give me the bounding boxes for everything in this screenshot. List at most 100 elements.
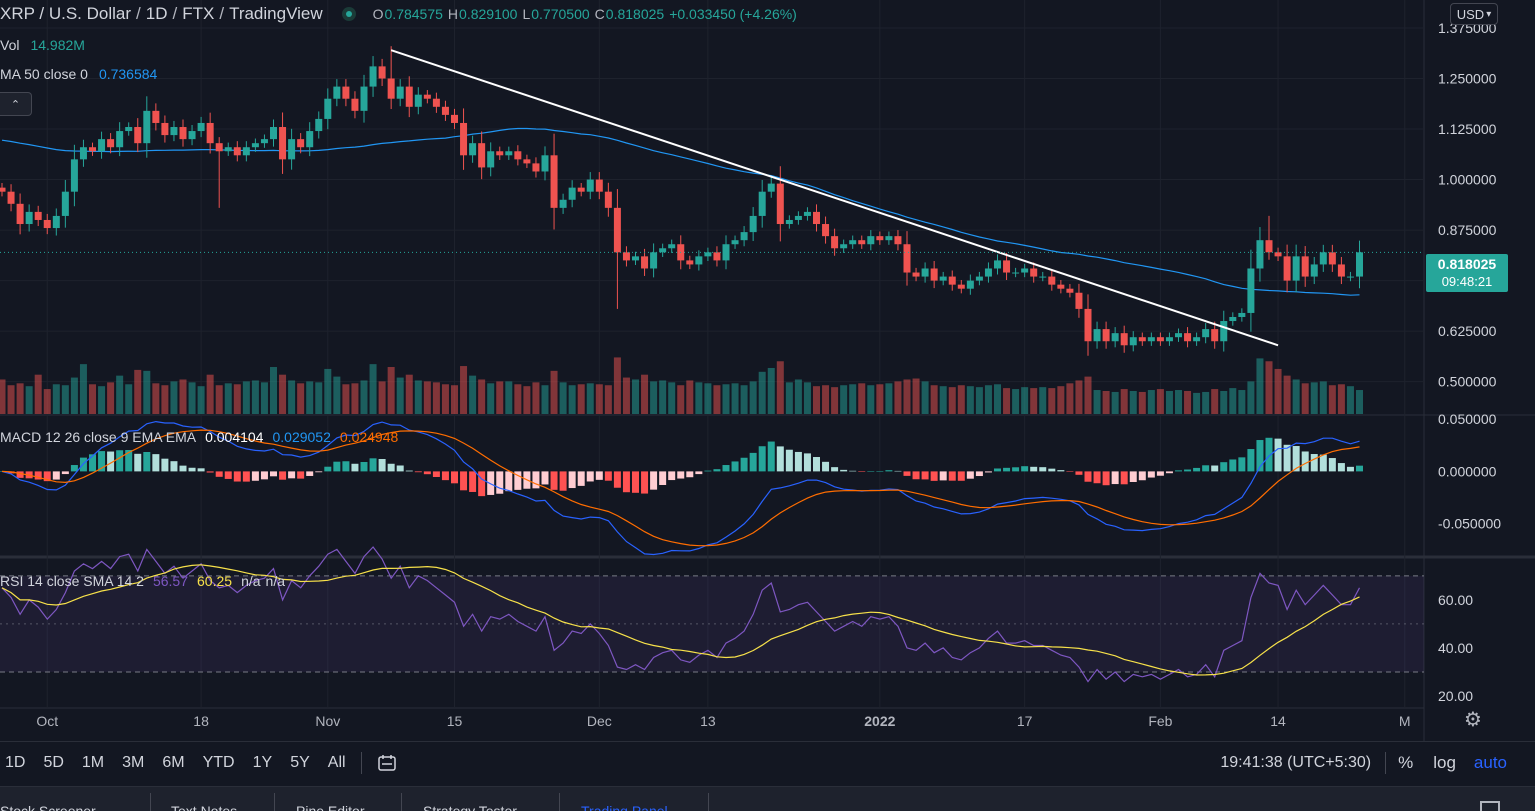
- volume-bar: [532, 382, 540, 414]
- volume-bar: [7, 385, 15, 414]
- candle-body: [994, 260, 1001, 269]
- macd-legend[interactable]: MACD 12 26 close 9 EMA EMA 0.004104 0.02…: [0, 428, 398, 446]
- clock-timezone[interactable]: 19:41:38 (UTC+5:30): [1220, 753, 1372, 771]
- symbol-name[interactable]: XRP / U.S. Dollar: [0, 4, 132, 23]
- macd-histogram-bar: [785, 449, 793, 472]
- candle-body: [306, 131, 314, 148]
- macd-histogram-bar: [496, 471, 504, 494]
- x-tick-label: 14: [1270, 713, 1286, 729]
- macd-histogram-bar: [215, 471, 223, 477]
- volume-legend[interactable]: Vol 14.982M: [0, 36, 85, 54]
- volume-bar: [423, 381, 431, 414]
- tab-pine-editor[interactable]: Pine Editor: [296, 803, 365, 811]
- range-button-5y[interactable]: 5Y: [290, 753, 310, 771]
- go-to-date-button[interactable]: [372, 750, 402, 776]
- rsi-legend[interactable]: RSI 14 close SMA 14 2 56.57 60.25 n/a n/…: [0, 572, 285, 590]
- log-scale-button[interactable]: log: [1433, 752, 1456, 772]
- range-button-ytd[interactable]: YTD: [202, 753, 235, 771]
- x-tick-label: M: [1399, 713, 1411, 729]
- axis-settings-icon[interactable]: ⚙: [1464, 709, 1482, 731]
- candle-body: [903, 244, 911, 273]
- volume-bar: [351, 383, 359, 414]
- volume-bar: [776, 361, 784, 414]
- volume-bar: [939, 386, 947, 414]
- range-button-all[interactable]: All: [327, 753, 346, 771]
- maximize-panel-icon[interactable]: [1480, 801, 1500, 811]
- tab-strategy-tester[interactable]: Strategy Tester: [423, 803, 517, 811]
- candle-body: [1003, 260, 1011, 273]
- tab-trading-panel[interactable]: Trading Panel: [581, 803, 668, 811]
- candle-body: [1319, 252, 1327, 265]
- range-button-1y[interactable]: 1Y: [252, 753, 273, 771]
- collapse-legend-button[interactable]: ⌃: [0, 92, 32, 116]
- volume-bar: [921, 381, 929, 414]
- volume-bar: [1003, 388, 1011, 414]
- volume-bar: [822, 385, 830, 414]
- candle-body: [740, 232, 748, 241]
- auto-scale-button[interactable]: auto: [1473, 752, 1507, 772]
- price-tick-label: 1.250000: [1438, 71, 1497, 87]
- volume-bar: [134, 369, 142, 414]
- volume-bar: [107, 382, 115, 414]
- macd-histogram-bar: [604, 471, 612, 481]
- macd-histogram-bar: [740, 457, 748, 472]
- macd-histogram-bar: [767, 441, 775, 472]
- macd-histogram-bar: [1012, 467, 1020, 472]
- volume-bar: [604, 385, 612, 414]
- axes: Oct 18 Nov 15 Dec 13 2022 17 Feb 14 M 0.500000 0.625…: [36, 20, 1501, 729]
- range-button-5d[interactable]: 5D: [43, 753, 64, 771]
- macd-histogram-bar: [351, 463, 359, 472]
- candle-body: [179, 127, 187, 140]
- macd-histogram-bar: [206, 471, 214, 473]
- macd-histogram-bar: [315, 471, 323, 473]
- volume-bar: [1256, 358, 1264, 414]
- currency-button[interactable]: USD ▾: [1450, 3, 1498, 25]
- macd-histogram-bar: [270, 471, 277, 477]
- candle-body: [1175, 333, 1182, 338]
- candle-body: [43, 219, 51, 229]
- volume-bar: [930, 385, 938, 414]
- volume-bar: [695, 382, 703, 414]
- macd-histogram-bar: [948, 471, 956, 481]
- ma-legend[interactable]: MA 50 close 0 0.736584: [0, 65, 157, 83]
- tab-text-notes[interactable]: Text Notes: [171, 803, 238, 811]
- macd-histogram-bar: [1202, 465, 1210, 472]
- chevron-up-icon: ⌃: [10, 98, 21, 111]
- candle-body: [1093, 329, 1101, 342]
- macd-tick-label: 0.050000: [1438, 411, 1497, 427]
- candle-body: [831, 236, 839, 249]
- range-button-1m[interactable]: 1M: [81, 753, 105, 771]
- candle-body: [143, 110, 151, 144]
- market-status-icon[interactable]: [341, 7, 356, 21]
- volume-bar: [849, 384, 857, 414]
- open-label: O: [372, 6, 384, 22]
- interval-label[interactable]: 1D: [145, 4, 168, 23]
- x-tick-label: 13: [700, 713, 716, 729]
- trendline[interactable]: [390, 49, 1279, 347]
- range-button-6m[interactable]: 6M: [162, 753, 185, 771]
- range-button-1d[interactable]: 1D: [5, 753, 26, 771]
- candle-body: [686, 260, 694, 265]
- volume-bar: [948, 387, 956, 414]
- volume-bar: [885, 383, 893, 414]
- candle-body: [1247, 268, 1255, 313]
- date-range-group: 1D 5D 1M 3M 6M YTD 1Y 5Y All: [0, 754, 355, 772]
- volume-bar: [414, 380, 422, 414]
- macd-histogram-bar: [107, 451, 115, 472]
- macd-histogram-bar: [1346, 466, 1354, 472]
- macd-histogram-bar: [116, 450, 124, 472]
- volume-bar: [1030, 388, 1038, 414]
- volume-bar: [432, 382, 440, 414]
- macd-histogram-bar: [975, 471, 983, 477]
- percent-scale-button[interactable]: %: [1398, 752, 1414, 772]
- candle-body: [197, 122, 205, 132]
- candle-body: [1048, 276, 1056, 285]
- range-button-3m[interactable]: 3M: [122, 753, 145, 771]
- tab-stock-screener[interactable]: Stock Screener: [0, 803, 96, 811]
- candle-body: [1156, 337, 1164, 342]
- macd-histogram-bar: [460, 471, 468, 491]
- candle-body: [369, 66, 377, 87]
- candle-body: [731, 240, 739, 245]
- last-price-badge: 0.818025 09:48:21: [1426, 254, 1508, 292]
